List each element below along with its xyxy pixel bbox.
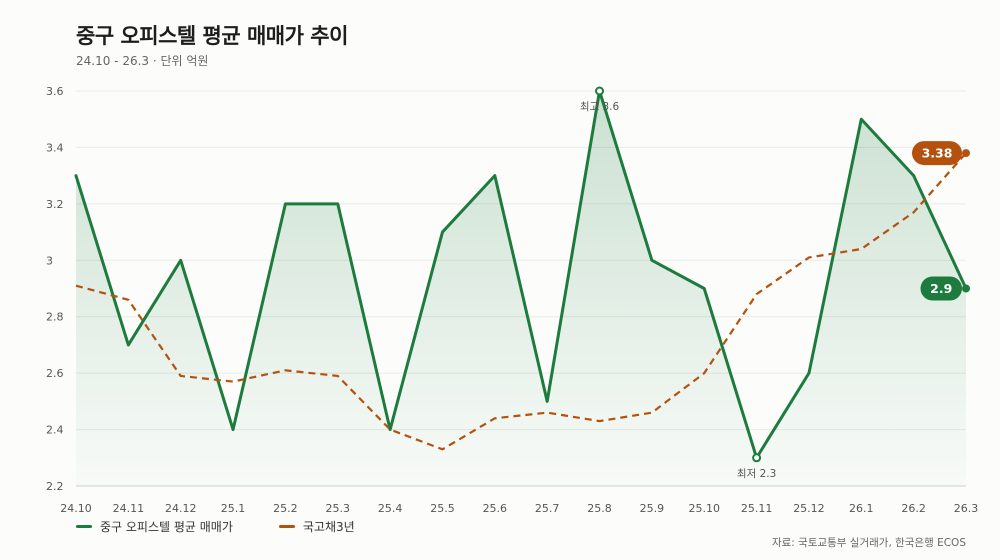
x-tick-label: 26.1 — [849, 502, 874, 515]
y-tick-label: 2.2 — [46, 480, 64, 493]
x-tick-label: 25.4 — [378, 502, 403, 515]
label-layer: 2.2 2.4 2.6 2.8 3 3.2 3.4 3.6 24.10 24.11 24.12 25.… — [46, 85, 978, 515]
x-tick-label: 25.9 — [640, 502, 665, 515]
x-tick-label: 24.12 — [165, 502, 197, 515]
x-tick-label: 25.11 — [741, 502, 773, 515]
end-label-pill — [912, 141, 962, 166]
y-tick-label: 3.4 — [46, 141, 64, 154]
x-tick-label: 25.8 — [587, 502, 612, 515]
source-note: 자료: 국토교통부 실거래가, 한국은행 ECOS — [771, 537, 966, 549]
chart-title: 중구 오피스텔 평균 매매가 추이 — [76, 24, 348, 48]
end-label-text: 2.9 — [930, 281, 952, 296]
y-tick-label: 3.6 — [46, 85, 64, 98]
legend-item-bond: 국고채3년 — [278, 518, 355, 535]
x-tick-label: 25.3 — [326, 502, 351, 515]
x-tick-label: 25.5 — [430, 502, 455, 515]
legend: 중구 오피스텔 평균 매매가 국고채3년 — [76, 518, 355, 535]
y-tick-label: 3 — [46, 254, 53, 267]
end-label-pill — [920, 276, 962, 301]
price-area — [76, 91, 966, 486]
end-point — [962, 149, 970, 158]
x-tick-label: 25.10 — [688, 502, 720, 515]
chart-subtitle: 24.10 - 26.3 · 단위 억원 — [76, 54, 209, 68]
legend-label-bond: 국고채3년 — [302, 520, 355, 534]
annotation-marker — [595, 86, 605, 96]
y-tick-label: 3.2 — [46, 198, 64, 211]
x-tick-label: 25.12 — [793, 502, 825, 515]
y-tick-label: 2.6 — [46, 367, 64, 380]
price-line — [74, 89, 968, 460]
x-tick-label: 25.7 — [535, 502, 560, 515]
legend-item-price: 중구 오피스텔 평균 매매가 — [76, 518, 233, 535]
end-point — [962, 284, 970, 293]
end-label-text: 3.38 — [922, 146, 953, 161]
line-layer — [74, 89, 968, 460]
area-layer — [76, 91, 966, 486]
legend-swatch-bond — [278, 525, 295, 528]
annotation-marker — [752, 453, 762, 463]
x-tick-label: 24.11 — [113, 502, 145, 515]
x-tick-label: 24.10 — [60, 502, 92, 515]
x-tick-label: 25.2 — [273, 502, 298, 515]
x-tick-label: 25.6 — [483, 502, 508, 515]
x-tick-label: 26.2 — [901, 502, 926, 515]
y-tick-label: 2.4 — [46, 424, 64, 437]
legend-swatch-price — [76, 525, 92, 528]
x-tick-label: 26.3 — [954, 502, 979, 515]
x-tick-label: 25.1 — [221, 502, 246, 515]
annotation-label: 최저 2.3 — [737, 468, 776, 480]
y-tick-label: 2.8 — [46, 311, 64, 324]
annotation-label: 최고 3.6 — [580, 101, 620, 113]
legend-label-price: 중구 오피스텔 평균 매매가 — [100, 520, 233, 534]
bond-line — [75, 152, 967, 451]
